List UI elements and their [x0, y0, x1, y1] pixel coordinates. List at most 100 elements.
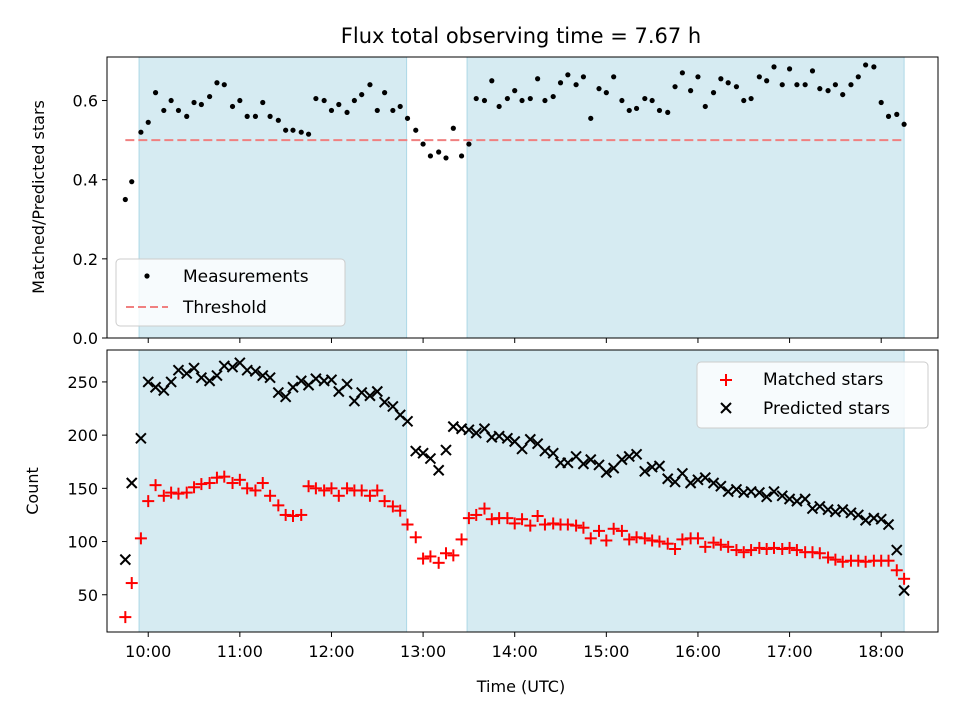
measurement-point	[489, 78, 495, 84]
matched-star-point	[501, 512, 514, 525]
measurement-point	[152, 90, 159, 96]
matched-star-point	[233, 473, 246, 486]
predicted-star-point	[279, 391, 292, 403]
matched-star-point	[745, 544, 758, 557]
matched-star-point	[722, 540, 735, 553]
predicted-star-point	[341, 378, 353, 390]
measurement-point	[702, 103, 708, 110]
matched-star-point	[417, 552, 430, 565]
predicted-star-point	[577, 458, 590, 470]
x-axis-label: Time (UTC)	[476, 677, 565, 696]
measurement-point	[290, 127, 296, 133]
matched-star-point	[623, 533, 636, 546]
predicted-star-point	[814, 500, 826, 513]
matched-star-point	[286, 510, 299, 523]
predicted-star-point	[188, 362, 200, 374]
matched-star-point	[447, 549, 460, 562]
predicted-star-point	[410, 445, 422, 457]
matched-star-point	[699, 540, 712, 553]
measurement-point	[260, 99, 266, 106]
predicted-star-point	[211, 369, 223, 382]
matched-star-point	[882, 554, 895, 567]
predicted-star-point	[257, 369, 269, 382]
matched-star-point	[134, 532, 147, 545]
measurement-point	[603, 90, 609, 96]
matched-star-point	[561, 518, 574, 531]
bottom-legend: Matched stars Predicted stars	[696, 361, 929, 429]
matched-star-point	[355, 484, 368, 497]
matched-star-point	[790, 544, 803, 557]
measurement-point	[191, 99, 197, 106]
matched-star-point	[424, 550, 437, 563]
measurement-point	[809, 68, 816, 74]
measurement-point	[367, 82, 373, 88]
matched-star-point	[272, 499, 285, 512]
matched-star-point	[508, 517, 521, 530]
matched-star-point	[149, 479, 162, 492]
predicted-star-point	[172, 364, 185, 376]
legend-matched-marker	[720, 374, 732, 386]
measurement-point	[779, 82, 785, 88]
measurement-point	[519, 97, 525, 104]
measurement-point	[741, 97, 747, 104]
predicted-star-point	[142, 376, 154, 388]
count-ytick-label-0: 50	[78, 586, 98, 605]
measurement-point	[336, 101, 342, 108]
measurement-point	[764, 78, 770, 84]
measurement-point	[351, 97, 357, 104]
matched-star-point	[607, 522, 620, 535]
predicted-star-point	[165, 376, 177, 388]
predicted-star-point	[447, 420, 460, 433]
measurement-point	[665, 109, 671, 116]
predicted-star-point	[371, 385, 383, 398]
measurement-point	[878, 99, 884, 106]
predicted-star-point	[287, 381, 299, 393]
predicted-star-point	[730, 483, 743, 496]
predicted-star-point	[623, 450, 635, 463]
predicted-star-point	[898, 584, 910, 597]
count-xtick-label-3: 13:00	[400, 642, 446, 661]
measurement-point	[733, 84, 740, 90]
matched-star-point	[547, 517, 560, 530]
ratio-observing-window-1	[466, 56, 905, 339]
predicted-star-point	[470, 427, 482, 439]
count-ytick-label-1: 100	[67, 533, 98, 552]
matched-star-point	[783, 541, 796, 554]
matched-star-point	[813, 547, 826, 560]
matched-star-point	[714, 538, 727, 551]
legend-measurements-marker	[144, 273, 150, 279]
matched-star-point	[661, 537, 674, 550]
predicted-star-point	[676, 467, 689, 480]
matched-star-point	[401, 518, 414, 531]
measurement-point	[466, 141, 472, 147]
measurement-point	[633, 105, 640, 112]
measurement-point	[214, 80, 220, 86]
matched-star-point	[760, 542, 773, 555]
matched-star-point	[691, 532, 704, 545]
predicted-star-point	[355, 386, 368, 399]
measurement-point	[473, 95, 479, 102]
matched-star-point	[142, 495, 155, 508]
predicted-star-point	[126, 477, 138, 489]
measurement-point	[688, 88, 694, 94]
matched-star-point	[767, 541, 780, 554]
predicted-star-point	[226, 361, 239, 373]
matched-star-point	[203, 477, 216, 490]
measurement-point	[122, 196, 128, 203]
count-ytick-label-2: 150	[67, 479, 98, 498]
matched-star-point	[264, 489, 277, 502]
matched-star-point	[325, 482, 338, 495]
top-legend-frame	[115, 258, 346, 327]
predicted-star-point	[806, 502, 819, 515]
predicted-star-point	[616, 453, 628, 466]
matched-star-point	[119, 611, 132, 624]
measurement-point	[695, 74, 701, 80]
matched-star-point	[806, 546, 819, 559]
measurement-point	[244, 113, 250, 119]
measurement-point	[504, 95, 510, 102]
matched-star-point	[279, 508, 292, 521]
matched-star-point	[386, 500, 399, 513]
matched-star-point	[676, 533, 689, 546]
measurement-point	[481, 97, 488, 104]
